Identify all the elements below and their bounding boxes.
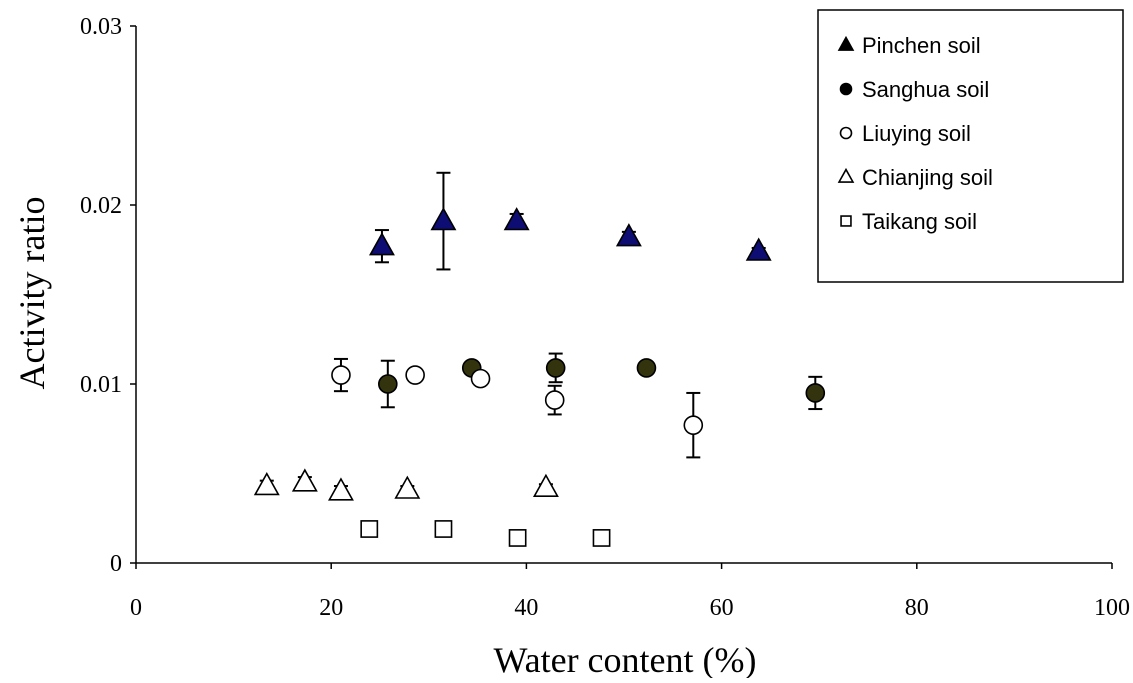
legend-box: [817, 9, 1124, 283]
data-point: [503, 207, 530, 231]
x-tick-label: 20: [319, 595, 343, 621]
data-point: [683, 415, 704, 435]
y-tick-label: 0.03: [80, 14, 122, 40]
data-point: [253, 471, 280, 496]
data-point: [636, 358, 657, 378]
data-point: [327, 477, 354, 501]
data-point: [368, 232, 395, 256]
legend-label: Pinchen soil: [862, 33, 981, 58]
data-markers: [253, 207, 826, 547]
x-axis-title: Water content (%): [494, 640, 757, 678]
x-tick-label: 0: [130, 595, 142, 621]
x-tick-label: 80: [905, 595, 929, 621]
data-point: [545, 358, 566, 378]
data-point: [291, 468, 318, 492]
data-point: [615, 223, 642, 247]
data-point: [745, 237, 772, 261]
x-tick-label: 40: [514, 595, 538, 621]
legend: Pinchen soil Sanghua soil Liuying soil Chia…: [817, 9, 1124, 283]
data-point: [434, 520, 453, 538]
data-point: [592, 529, 611, 547]
y-axis-title: Activity ratio: [12, 197, 52, 390]
data-point: [508, 529, 527, 547]
legend-label: Taikang soil: [862, 209, 977, 234]
data-point: [394, 475, 421, 499]
data-point: [544, 390, 565, 410]
data-point: [331, 365, 351, 385]
legend-marker: [840, 215, 852, 227]
legend-label: Sanghua soil: [862, 77, 989, 102]
data-point: [470, 368, 491, 389]
y-tick-label: 0.01: [80, 372, 122, 398]
data-point: [405, 365, 425, 385]
data-point: [378, 374, 398, 394]
data-point: [532, 473, 559, 498]
axes: 0 0.01 0.02 0.03 0 20 40 60 80 100: [80, 14, 1130, 621]
y-tick-label: 0: [110, 551, 122, 577]
legend-marker: [837, 35, 855, 51]
legend-marker: [839, 126, 853, 140]
x-tick-label: 60: [710, 595, 734, 621]
y-tick-label: 0.02: [80, 193, 122, 219]
legend-marker: [839, 82, 853, 96]
data-point: [360, 520, 379, 538]
legend-label: Liuying soil: [862, 121, 971, 146]
legend-marker: [837, 167, 855, 183]
x-tick-label: 100: [1094, 595, 1130, 621]
data-point: [430, 207, 457, 231]
legend-label: Chianjing soil: [862, 165, 993, 190]
data-point: [805, 383, 826, 403]
